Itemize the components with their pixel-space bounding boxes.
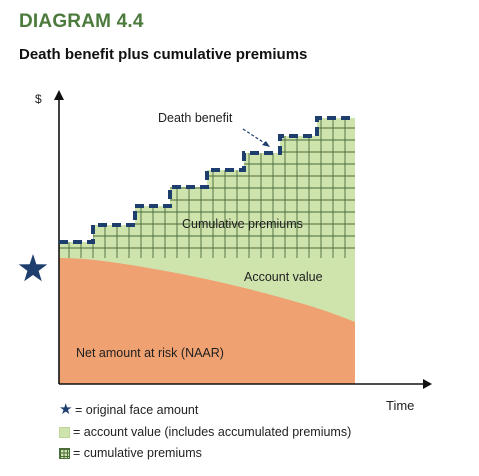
axes xyxy=(58,93,428,385)
account-value-label: Account value xyxy=(244,270,323,284)
legend-item-account-value: = account value (includes accumulated pr… xyxy=(59,424,351,440)
death-benefit-line xyxy=(59,116,355,244)
death-benefit-label: Death benefit xyxy=(158,111,233,125)
pointer-arrow-icon xyxy=(262,141,270,147)
cumulative-premiums-label: Cumulative premiums xyxy=(182,217,303,231)
diagram-title: Death benefit plus cumulative premiums xyxy=(19,46,308,63)
y-axis-arrow-icon xyxy=(54,90,64,100)
naar-label: Net amount at risk (NAAR) xyxy=(76,346,224,360)
death-benefit-pointer xyxy=(242,128,267,145)
grid-swatch-icon xyxy=(59,447,70,459)
legend-text: = cumulative premiums xyxy=(73,446,202,460)
legend-text: = account value (includes accumulated pr… xyxy=(73,425,352,439)
x-axis-arrow-icon xyxy=(423,379,432,389)
star-icon: ★ xyxy=(59,400,73,418)
diagram-number: DIAGRAM 4.4 xyxy=(19,11,144,32)
green-swatch-icon xyxy=(59,426,70,438)
original-face-amount-star-icon xyxy=(18,254,48,282)
naar-region xyxy=(59,258,355,384)
y-axis-label: $ xyxy=(35,92,42,106)
legend-item-cumulative-premiums: = cumulative premiums xyxy=(59,445,202,461)
x-axis-label: Time xyxy=(386,398,415,413)
legend-text: = original face amount xyxy=(75,403,199,417)
legend-item-face-amount: ★ = original face amount xyxy=(59,402,198,418)
